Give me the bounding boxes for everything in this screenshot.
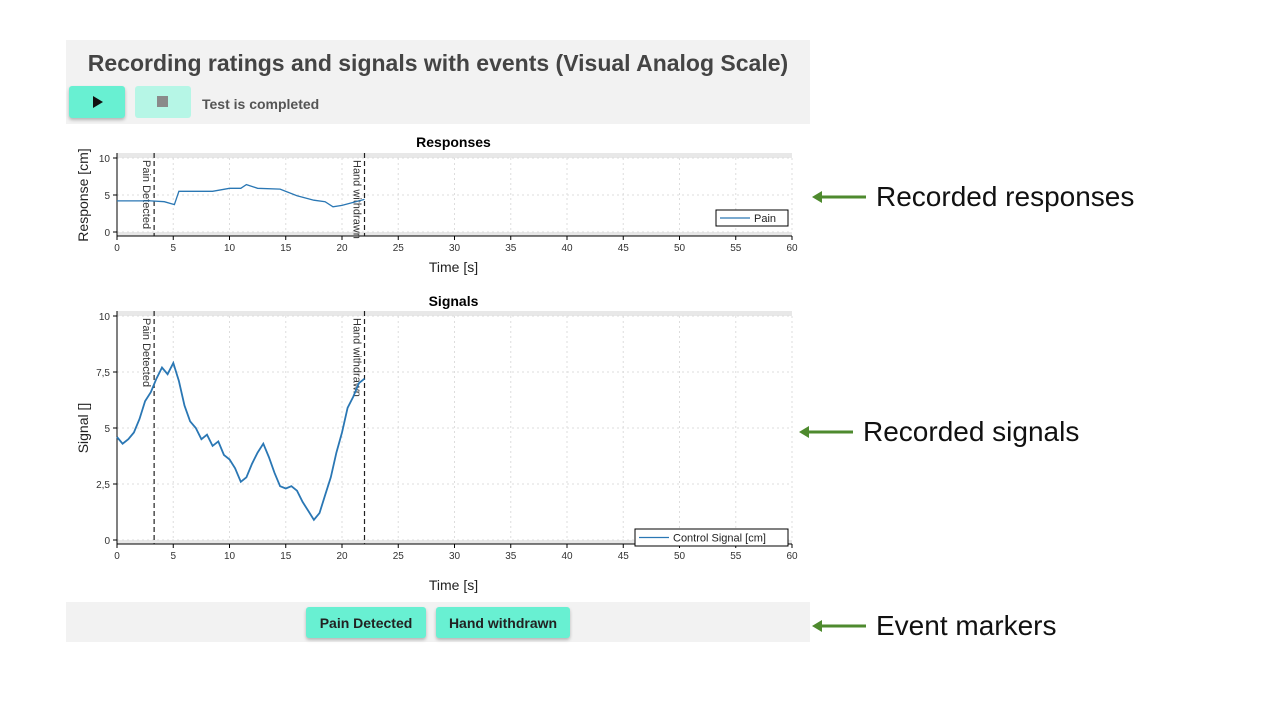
legend-label: Control Signal [cm]: [673, 533, 766, 545]
x-tick-label: 25: [393, 243, 405, 254]
legend-label: Pain: [754, 213, 776, 225]
limit-band: [117, 153, 792, 158]
annotation-events: Event markers: [876, 610, 1057, 641]
y-axis-label: Signal []: [75, 403, 91, 454]
arrow-left-icon: [799, 426, 853, 438]
y-tick-label: 10: [99, 154, 111, 165]
chart-title: Responses: [416, 134, 491, 150]
play-button[interactable]: [69, 86, 125, 118]
app-header: Recording ratings and signals with event…: [66, 40, 810, 124]
x-tick-label: 5: [170, 243, 176, 254]
x-tick-label: 40: [561, 551, 573, 562]
stop-button[interactable]: [135, 86, 191, 118]
x-tick-label: 55: [730, 551, 742, 562]
x-tick-label: 35: [505, 551, 517, 562]
series-line: [116, 360, 366, 522]
arrow-left-icon: [812, 620, 866, 632]
y-tick-label: 5: [104, 424, 110, 435]
arrow-left-icon: [812, 191, 866, 203]
x-tick-label: 15: [280, 551, 292, 562]
x-tick-label: 20: [336, 243, 348, 254]
y-tick-label: 7,5: [96, 368, 110, 379]
y-tick-label: 5: [104, 191, 110, 202]
x-tick-label: 10: [224, 243, 236, 254]
status-text: Test is completed: [202, 96, 320, 112]
x-tick-label: 60: [786, 551, 798, 562]
x-tick-label: 60: [786, 243, 798, 254]
annotation-responses: Recorded responses: [876, 181, 1135, 212]
x-tick-label: 30: [449, 243, 461, 254]
play-icon: [93, 96, 103, 108]
page-title: Recording ratings and signals with event…: [87, 50, 789, 76]
x-tick-label: 45: [618, 243, 630, 254]
event-marker-label: Hand withdrawn: [351, 160, 363, 239]
charts-area: 0 5 10 15 20 25 30 35 40 45 50 55 600510ResponsesTim…: [75, 134, 798, 593]
x-tick-label: 50: [674, 551, 686, 562]
x-tick-label: 55: [730, 243, 742, 254]
event-bar: Pain Detected Hand withdrawn: [66, 602, 810, 642]
x-tick-label: 35: [505, 243, 517, 254]
x-axis-label: Time [s]: [429, 259, 478, 275]
event-marker-label: Pain Detected: [140, 160, 152, 229]
x-tick-label: 15: [280, 243, 292, 254]
event-marker-label: Hand withdrawn: [351, 318, 363, 397]
x-tick-label: 10: [224, 551, 236, 562]
x-axis-label: Time [s]: [429, 577, 478, 593]
y-tick-label: 2,5: [96, 480, 110, 491]
x-tick-label: 50: [674, 243, 686, 254]
x-tick-label: 30: [449, 551, 461, 562]
limit-band: [117, 540, 792, 544]
hand-withdrawn-button[interactable]: Hand withdrawn: [436, 607, 570, 638]
x-tick-label: 5: [170, 551, 176, 562]
legend-box: [715, 209, 789, 227]
x-tick-label: 0: [114, 243, 120, 254]
y-tick-label: 0: [104, 228, 110, 239]
x-tick-label: 25: [393, 551, 405, 562]
chart-title: Signals: [429, 293, 479, 309]
x-tick-label: 45: [618, 551, 630, 562]
limit-band: [117, 311, 792, 316]
stop-icon: [157, 96, 168, 107]
x-tick-label: 20: [336, 551, 348, 562]
event-marker-label: Pain Detected: [140, 318, 152, 387]
limit-band: [117, 232, 792, 236]
y-tick-label: 0: [104, 536, 110, 547]
annotation-signals: Recorded signals: [863, 416, 1080, 447]
y-axis-label: Response [cm]: [75, 148, 91, 241]
series-line: [117, 183, 365, 208]
y-tick-label: 10: [99, 312, 111, 323]
x-tick-label: 0: [114, 551, 120, 562]
pain-detected-button[interactable]: Pain Detected: [306, 607, 426, 638]
x-tick-label: 40: [561, 243, 573, 254]
legend-box: [634, 528, 789, 547]
